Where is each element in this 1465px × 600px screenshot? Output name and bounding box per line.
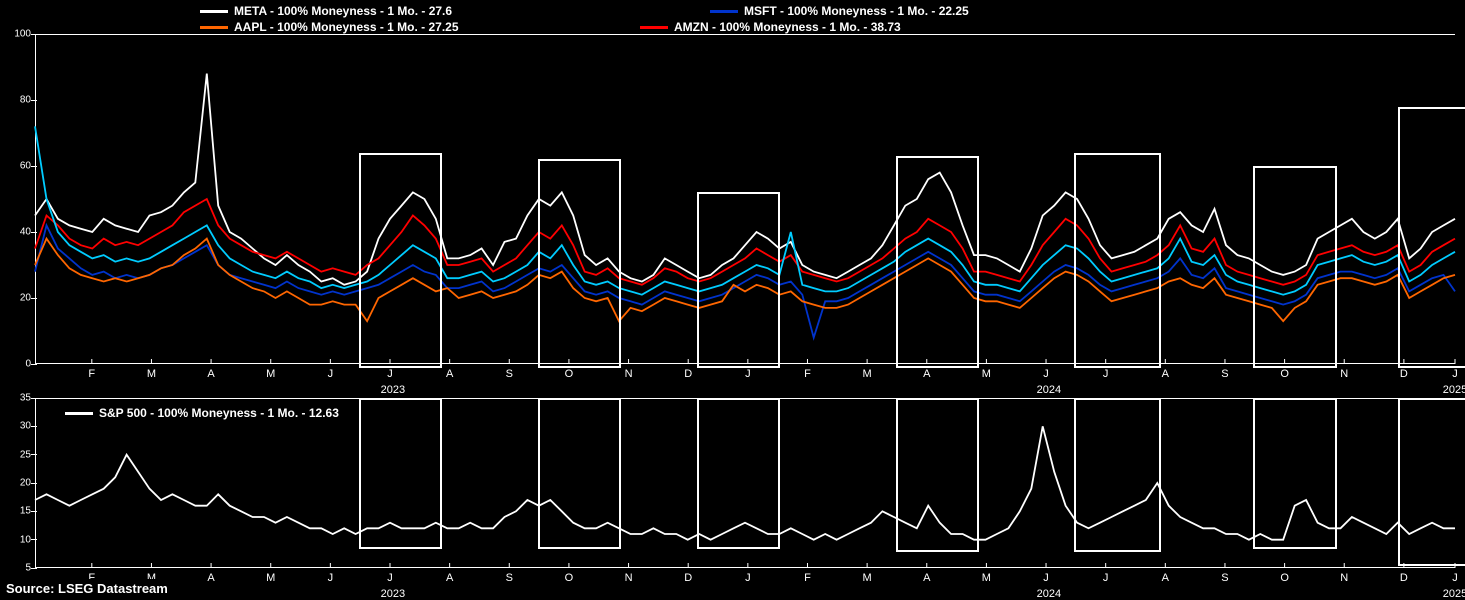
x-tick-label: N — [1340, 572, 1348, 584]
x-tick-label: M — [863, 368, 872, 380]
x-tick-label: D — [684, 368, 692, 380]
x-tick-label: S — [1221, 368, 1228, 380]
series-meta — [35, 74, 1455, 285]
x-tick-label: J — [745, 572, 751, 584]
series-googl — [35, 126, 1455, 294]
x-year-label: 2023 — [381, 588, 405, 600]
y-tick-label: 80 — [20, 95, 31, 106]
y-tick-label: 15 — [20, 506, 31, 517]
x-tick-label: S — [506, 572, 513, 584]
x-year-label: 2025 — [1443, 588, 1465, 600]
x-tick-label: M — [266, 572, 275, 584]
y-tick-label: 25 — [20, 449, 31, 460]
x-tick-label: O — [1280, 368, 1289, 380]
x-tick-label: D — [1400, 572, 1408, 584]
x-year-label: 2025 — [1443, 384, 1465, 396]
legend-item-amzn: AMZN - 100% Moneyness - 1 Mo. - 38.73 — [640, 20, 1110, 34]
x-tick-label: O — [565, 368, 574, 380]
x-tick-label: J — [387, 572, 393, 584]
legend-item-msft: MSFT - 100% Moneyness - 1 Mo. - 22.25 — [710, 4, 1140, 18]
x-year-label: 2023 — [381, 384, 405, 396]
x-tick-label: S — [1221, 572, 1228, 584]
x-tick-label: J — [1103, 368, 1109, 380]
y-tick-label: 20 — [20, 478, 31, 489]
x-tick-label: A — [207, 368, 214, 380]
source-attribution: Source: LSEG Datastream — [0, 579, 174, 598]
x-tick-label: N — [625, 368, 633, 380]
x-tick-label: A — [207, 572, 214, 584]
x-tick-label: M — [863, 572, 872, 584]
x-tick-label: A — [923, 368, 930, 380]
y-tick-label: 30 — [20, 421, 31, 432]
x-tick-label: O — [565, 572, 574, 584]
y-tick-label: 40 — [20, 227, 31, 238]
x-tick-label: A — [446, 572, 453, 584]
top-chart-svg — [35, 34, 1455, 364]
y-tick-label: 100 — [14, 29, 31, 40]
series-msft — [35, 225, 1455, 337]
y-tick-label: 35 — [20, 393, 31, 404]
x-tick-label: A — [923, 572, 930, 584]
x-year-label: 2024 — [1037, 588, 1061, 600]
x-tick-label: J — [1452, 572, 1458, 584]
x-tick-label: M — [982, 368, 991, 380]
bottom-chart-svg — [35, 398, 1455, 568]
top-chart: 020406080100FMAMJJASONDJFMAMJJASONDJ2023… — [35, 34, 1455, 364]
x-tick-label: M — [147, 368, 156, 380]
x-tick-label: S — [506, 368, 513, 380]
x-tick-label: M — [982, 572, 991, 584]
y-tick-label: 10 — [20, 534, 31, 545]
x-tick-label: O — [1280, 572, 1289, 584]
bottom-chart: S&P 500 - 100% Moneyness - 1 Mo. - 12.63… — [35, 398, 1455, 568]
x-tick-label: M — [266, 368, 275, 380]
series-spx — [35, 426, 1455, 539]
legend-item-meta: META - 100% Moneyness - 1 Mo. - 27.6 — [200, 4, 670, 18]
x-tick-label: J — [1103, 572, 1109, 584]
x-tick-label: J — [1043, 572, 1049, 584]
x-tick-label: A — [446, 368, 453, 380]
x-tick-label: J — [328, 572, 334, 584]
x-tick-label: J — [1452, 368, 1458, 380]
x-tick-label: F — [88, 368, 95, 380]
y-tick-label: 60 — [20, 161, 31, 172]
x-tick-label: J — [328, 368, 334, 380]
x-tick-label: A — [1162, 368, 1169, 380]
x-tick-label: D — [1400, 368, 1408, 380]
x-tick-label: J — [745, 368, 751, 380]
legend-item-aapl: AAPL - 100% Moneyness - 1 Mo. - 27.25 — [200, 20, 600, 34]
y-tick-label: 20 — [20, 293, 31, 304]
x-tick-label: A — [1162, 572, 1169, 584]
x-year-label: 2024 — [1037, 384, 1061, 396]
x-tick-label: D — [684, 572, 692, 584]
x-tick-label: N — [1340, 368, 1348, 380]
x-tick-label: N — [625, 572, 633, 584]
x-tick-label: J — [387, 368, 393, 380]
x-tick-label: J — [1043, 368, 1049, 380]
x-tick-label: F — [804, 572, 811, 584]
x-tick-label: F — [804, 368, 811, 380]
